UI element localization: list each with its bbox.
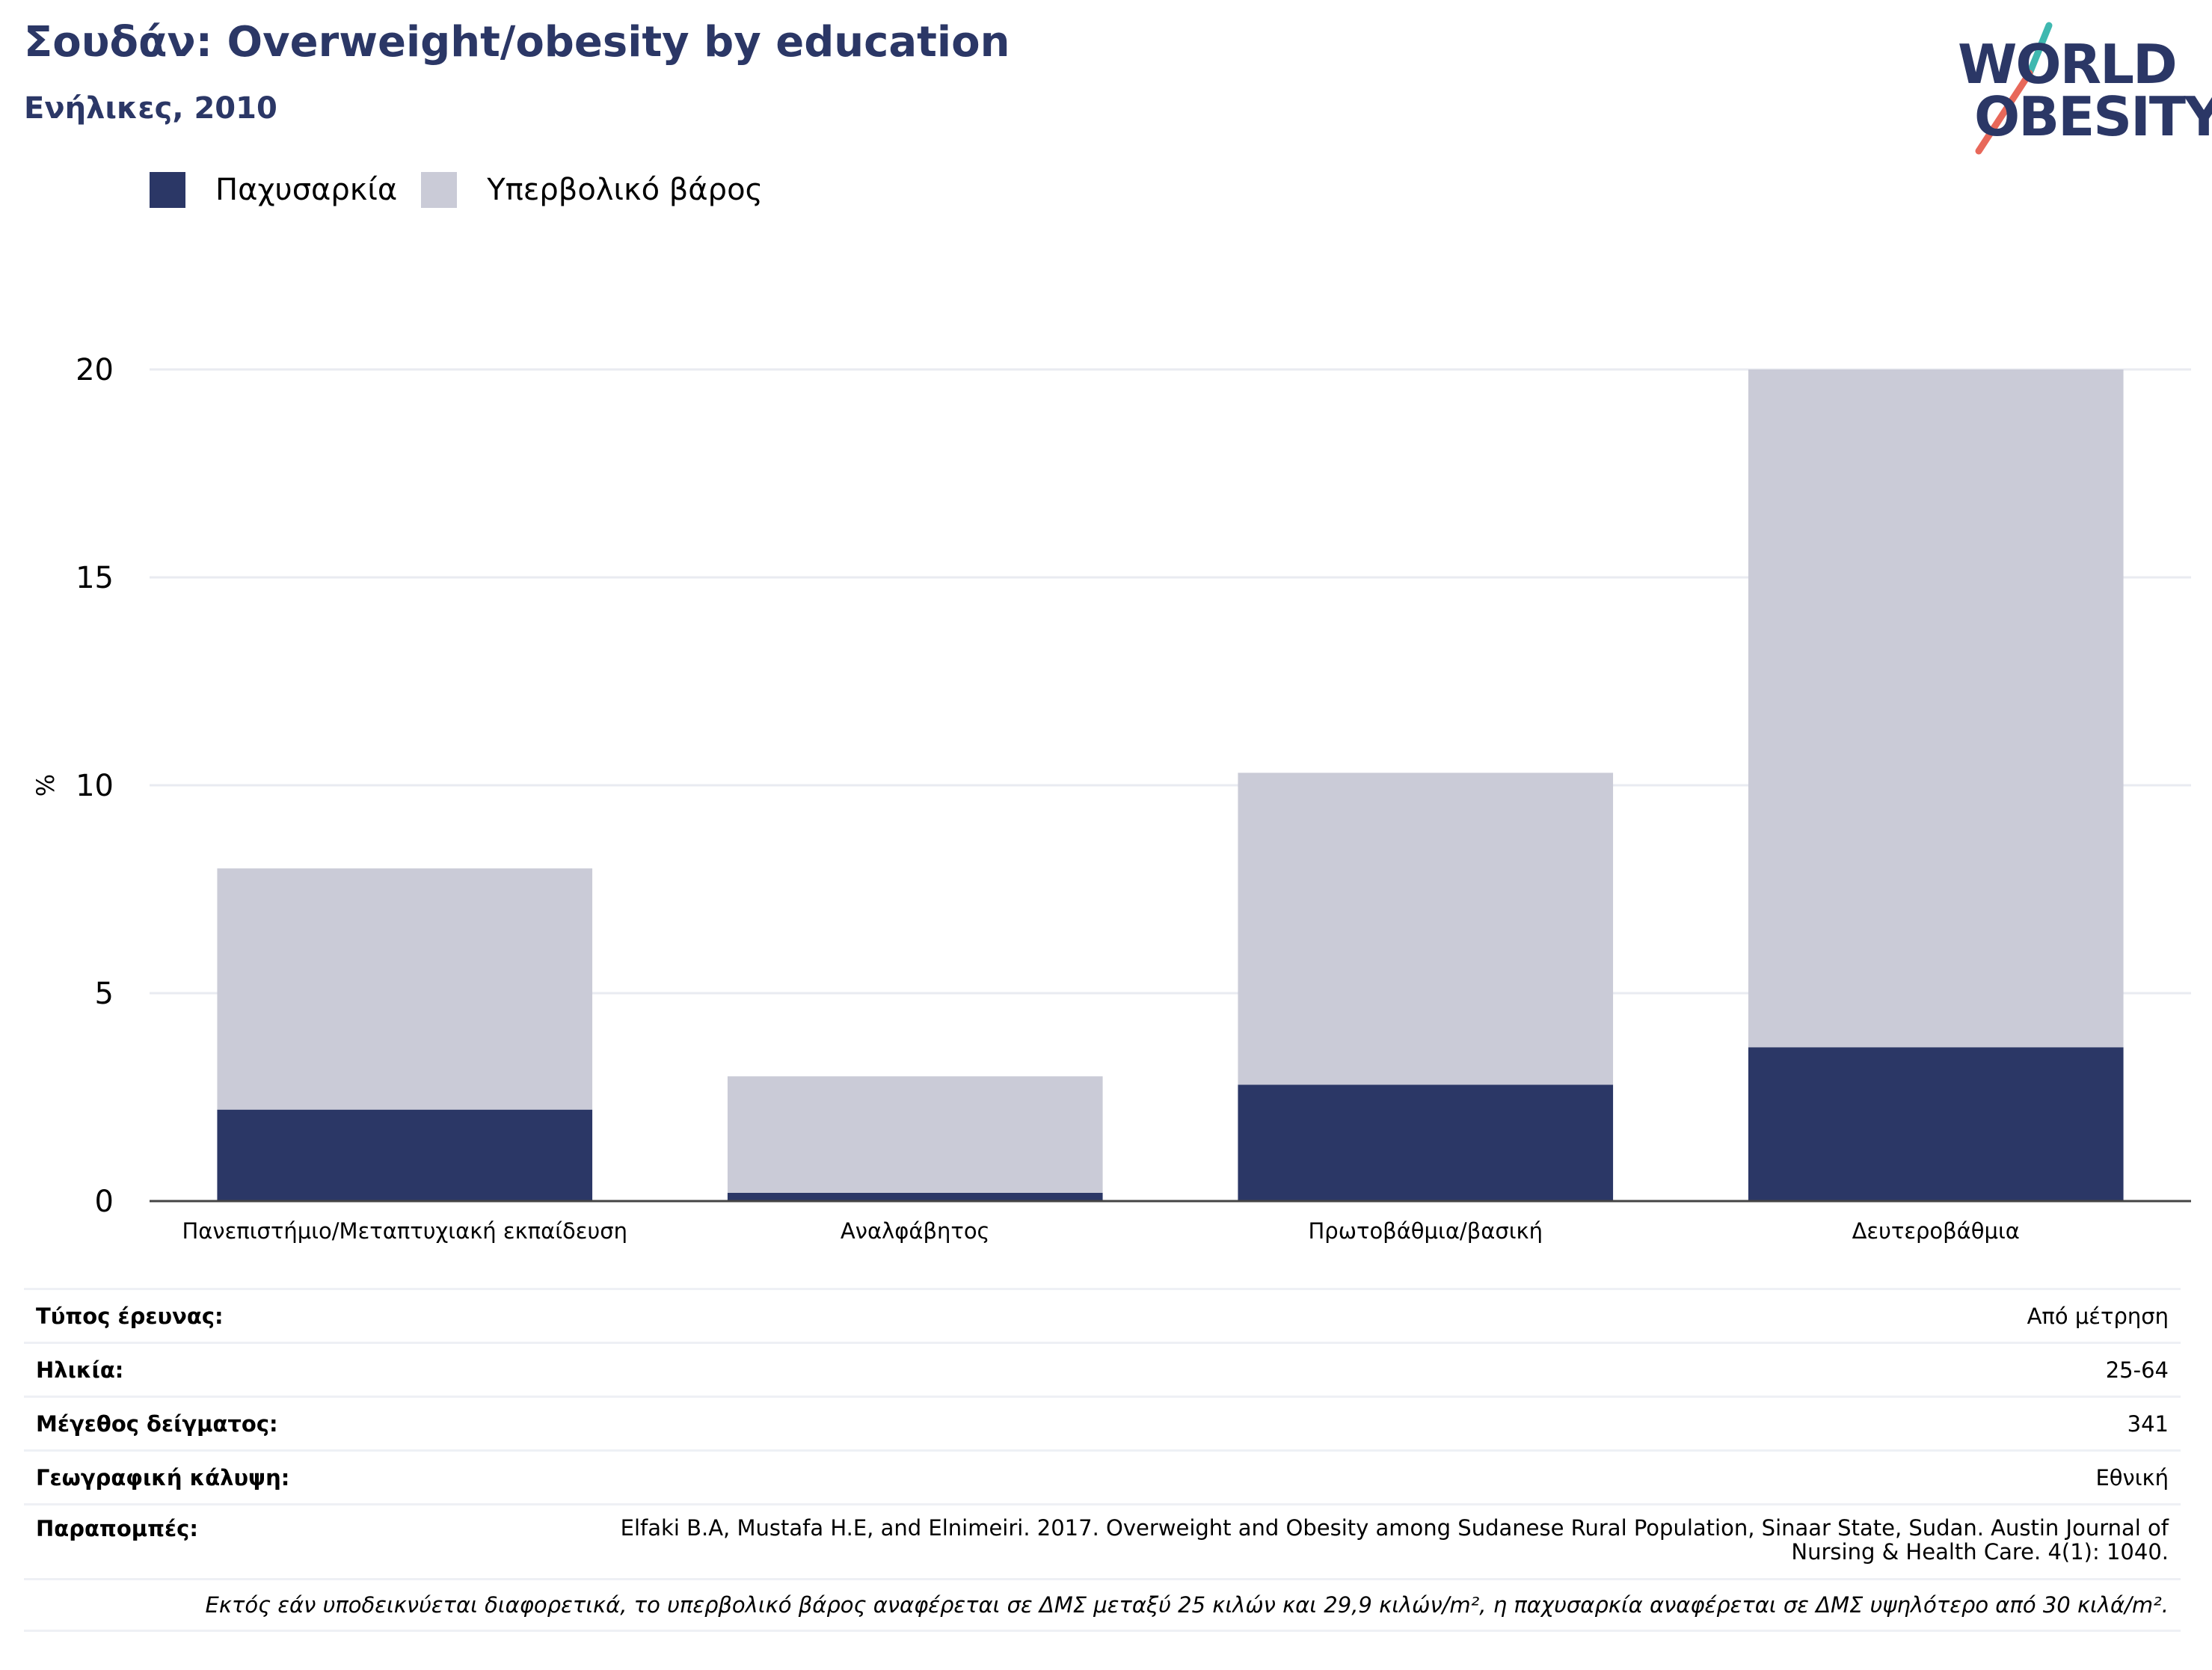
meta-key: Παραπομπές: bbox=[36, 1516, 198, 1541]
stacked-bar-chart: 0 5 10 15 20% Πανεπιστήμιο/Μεταπτυχιακή εκπαί… bbox=[31, 353, 2191, 1244]
chart-title: Σουδάν: Overweight/obesity by education bbox=[24, 18, 1010, 67]
logo-slash-icon bbox=[1975, 22, 2053, 155]
bar-obesity bbox=[727, 1192, 1103, 1201]
chart-subtitle: Ενήλικες, 2010 bbox=[24, 91, 277, 126]
legend-label-overweight: Υπερβολικό βάρος bbox=[487, 173, 764, 207]
meta-key: Μέγεθος δείγματος: bbox=[36, 1410, 278, 1437]
meta-value: Εθνική bbox=[2095, 1464, 2169, 1491]
y-tick-label: 0 bbox=[95, 1185, 114, 1219]
y-axis-label: % bbox=[31, 774, 60, 796]
y-tick-label: 10 bbox=[76, 769, 114, 803]
meta-value: Από μέτρηση bbox=[2027, 1303, 2169, 1329]
logo-text-world: WORLD bbox=[1958, 33, 2178, 96]
legend: Παχυσαρκία Υπερβολικό βάρος bbox=[150, 172, 787, 208]
meta-value: 25-64 bbox=[2105, 1357, 2169, 1383]
bar-overweight bbox=[217, 868, 593, 1110]
survey-info-table: Τύπος έρευνας: Από μέτρηση Ηλικία: 25-64… bbox=[24, 1288, 2181, 1632]
meta-row-age: Ηλικία: 25-64 bbox=[24, 1342, 2181, 1396]
bar-overweight bbox=[727, 1076, 1103, 1193]
bar-obesity bbox=[1748, 1047, 2124, 1201]
y-tick-label: 20 bbox=[76, 353, 114, 387]
meta-row-references: Παραπομπές: Elfaki B.A, Mustafa H.E, and… bbox=[24, 1503, 2181, 1578]
bmi-definition-note: Εκτός εάν υποδεικνύεται διαφορετικά, το … bbox=[205, 1592, 2169, 1618]
x-tick-label: Πανεπιστήμιο/Μεταπτυχιακή εκπαίδευση bbox=[182, 1218, 627, 1244]
meta-key: Γεωγραφική κάλυψη: bbox=[36, 1464, 290, 1491]
legend-item-overweight[interactable]: Υπερβολικό βάρος bbox=[421, 172, 763, 208]
bar-obesity bbox=[217, 1109, 593, 1201]
legend-item-obesity[interactable]: Παχυσαρκία bbox=[150, 172, 397, 208]
logo-text-obesity: OBESITY bbox=[1974, 85, 2212, 148]
meta-row-sample-size: Μέγεθος δείγματος: 341 bbox=[24, 1396, 2181, 1449]
meta-row-survey-type: Τύπος έρευνας: Από μέτρηση bbox=[24, 1288, 2181, 1342]
bar-overweight bbox=[1238, 773, 1614, 1085]
x-tick-label: Πρωτοβάθμια/βασική bbox=[1308, 1218, 1543, 1244]
world-obesity-logo: WORLD OBESITY bbox=[1952, 21, 2212, 156]
y-tick-label: 15 bbox=[76, 561, 114, 595]
meta-row-coverage: Γεωγραφική κάλυψη: Εθνική bbox=[24, 1449, 2181, 1503]
meta-key: Ηλικία: bbox=[36, 1357, 124, 1383]
meta-key: Τύπος έρευνας: bbox=[36, 1303, 224, 1329]
reference-text: Elfaki B.A, Mustafa H.E, and Elnimeiri. … bbox=[620, 1515, 2169, 1565]
bar-overweight bbox=[1748, 369, 2124, 1048]
legend-swatch-obesity bbox=[150, 172, 185, 208]
meta-value: 341 bbox=[2127, 1410, 2169, 1437]
meta-row-note: Εκτός εάν υποδεικνύεται διαφορετικά, το … bbox=[24, 1578, 2181, 1632]
bar-obesity bbox=[1238, 1084, 1614, 1201]
y-tick-label: 5 bbox=[95, 977, 114, 1011]
x-tick-label: Αναλφάβητος bbox=[841, 1218, 990, 1244]
legend-label-obesity: Παχυσαρκία bbox=[215, 173, 398, 207]
x-tick-label: Δευτεροβάθμια bbox=[1852, 1218, 2020, 1244]
legend-swatch-overweight bbox=[421, 172, 458, 208]
